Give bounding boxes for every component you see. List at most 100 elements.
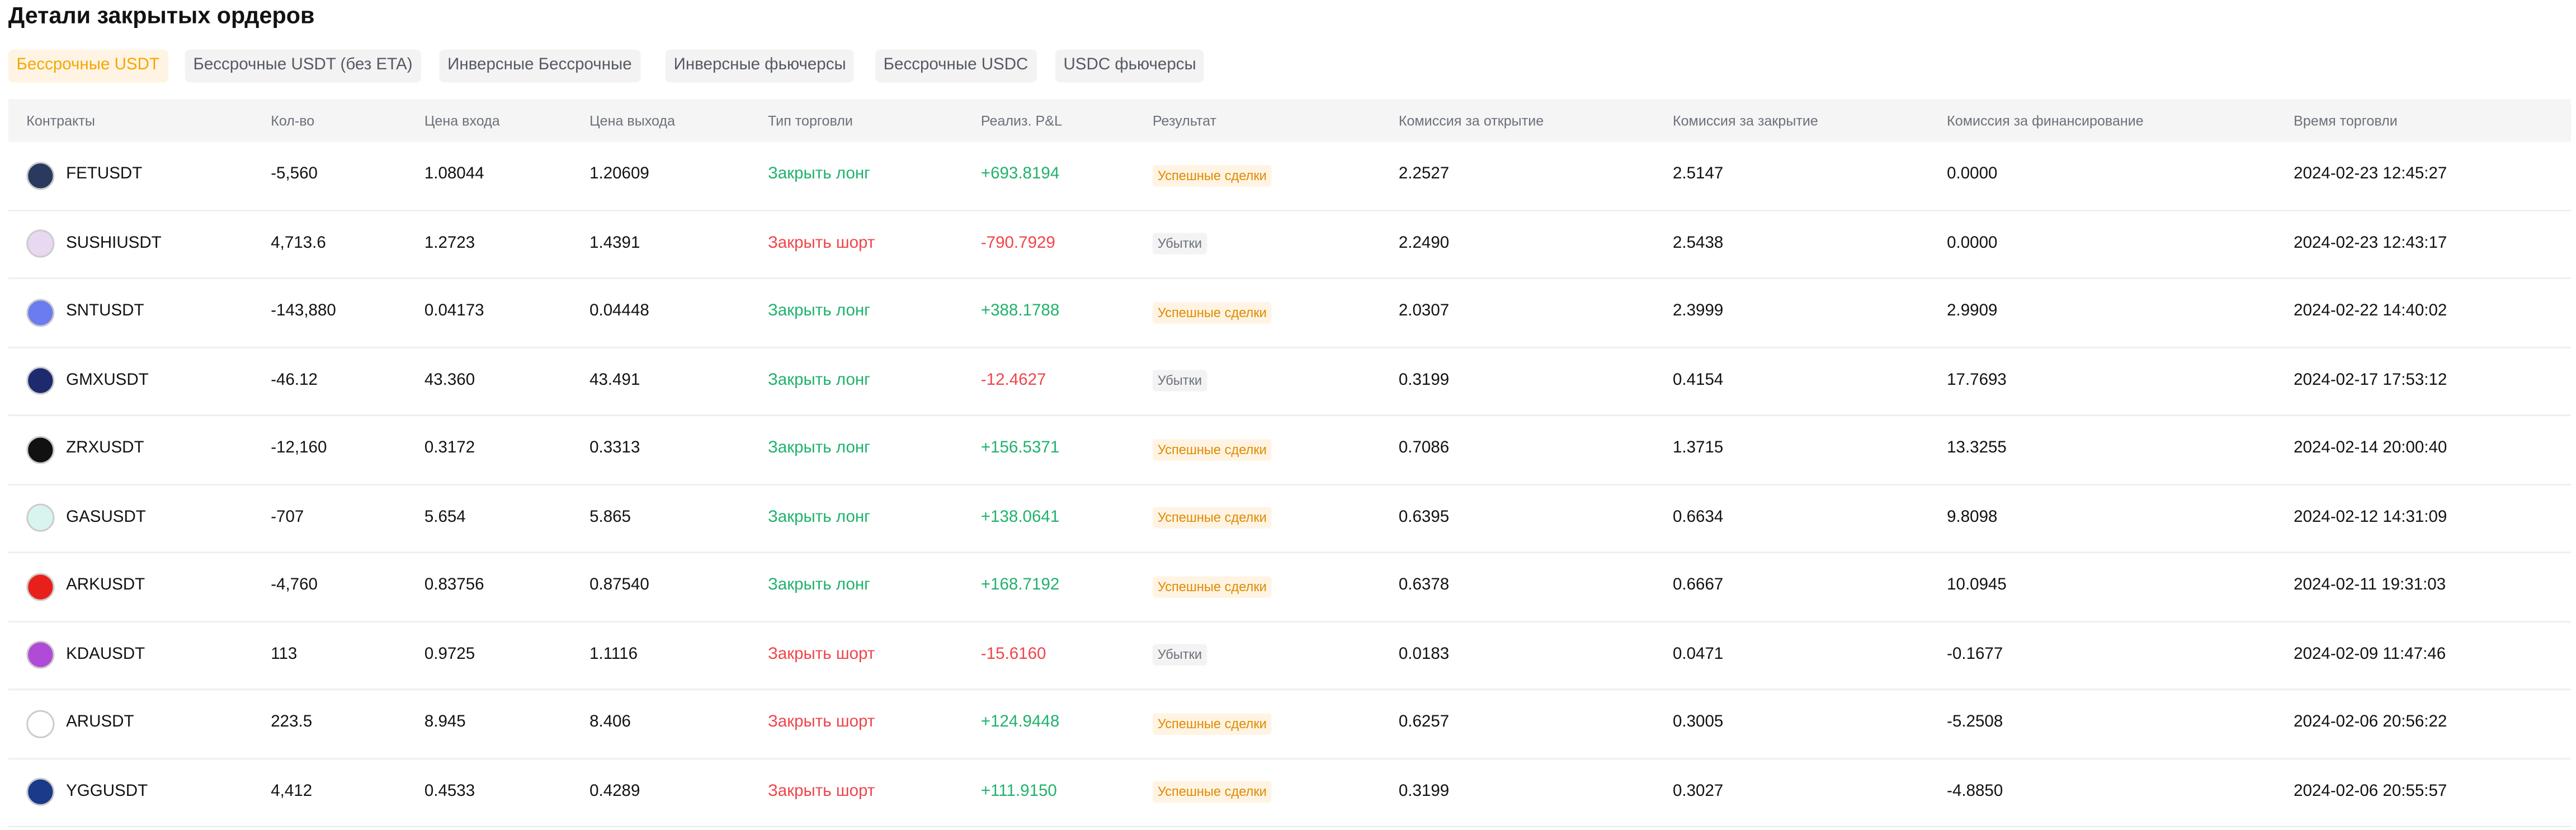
cell: 0.83756	[424, 576, 484, 595]
cell: 2.0307	[1398, 302, 1450, 320]
cell: 0.3313	[589, 439, 640, 458]
cell: 8.406	[589, 713, 631, 732]
cell: 1.2723	[424, 233, 475, 252]
cell: -5,560	[271, 165, 318, 183]
coin-icon	[26, 777, 55, 806]
contract-name: GMXUSDT	[66, 370, 149, 389]
cell: 0.4154	[1672, 370, 1724, 389]
cell: 10.0945	[1947, 576, 2007, 595]
contract-name: FETUSDT	[66, 165, 143, 183]
tab[interactable]: Бессрочные USDT (без ETA)	[185, 49, 421, 83]
cell: 0.6378	[1398, 576, 1450, 595]
result-badge: Успешные сделки	[1152, 438, 1272, 460]
cell: +156.5371	[980, 439, 1060, 458]
column-header: Результат	[1152, 112, 1217, 129]
row-divider	[8, 483, 2572, 485]
tab[interactable]: USDC фьючерсы	[1055, 49, 1205, 83]
cell: 2024-02-23 12:43:17	[2294, 233, 2447, 252]
result-badge: Успешные сделки	[1152, 781, 1272, 803]
cell: 2024-02-23 12:45:27	[2294, 165, 2447, 183]
cell: -0.1677	[1947, 644, 2003, 663]
column-header: Комиссия за финансирование	[1947, 112, 2144, 129]
cell: 0.6667	[1672, 576, 1724, 595]
cell: -790.7929	[980, 233, 1055, 252]
cell: 0.0471	[1672, 644, 1724, 663]
cell: +124.9448	[980, 713, 1060, 732]
result-badge: Успешные сделки	[1152, 575, 1272, 597]
cell: -15.6160	[980, 644, 1046, 663]
tab[interactable]: Инверсные Бессрочные	[439, 49, 640, 83]
cell: +168.7192	[980, 576, 1060, 595]
cell: -143,880	[271, 302, 336, 320]
cell: +138.0641	[980, 507, 1060, 526]
cell: Закрыть лонг	[767, 370, 870, 389]
cell: 0.87540	[589, 576, 649, 595]
coin-icon	[26, 298, 55, 327]
cell: 2.3999	[1672, 302, 1724, 320]
cell: 0.3027	[1672, 782, 1724, 800]
cell: 0.3199	[1398, 782, 1450, 800]
row-divider	[8, 551, 2572, 554]
title: Детали закрытых ордеров	[8, 1, 315, 29]
contract-name: SUSHIUSDT	[66, 233, 162, 252]
cell: 1.08044	[424, 165, 484, 183]
cell: 2.5438	[1672, 233, 1724, 252]
result-badge: Убытки	[1152, 370, 1207, 392]
contract-name: SNTUSDT	[66, 302, 144, 320]
cell: 13.3255	[1947, 439, 2007, 458]
row-divider	[8, 277, 2572, 280]
row-divider	[8, 414, 2572, 417]
tab[interactable]: Бессрочные USDC	[875, 49, 1037, 83]
contract-name: ZRXUSDT	[66, 439, 144, 458]
result-badge: Убытки	[1152, 233, 1207, 254]
row-divider	[8, 688, 2572, 691]
cell: -12.4627	[980, 370, 1046, 389]
column-header: Комиссия за открытие	[1398, 112, 1544, 129]
cell: 4,412	[271, 782, 313, 800]
column-header: Реализ. P&L	[980, 112, 1062, 129]
cell: 5.865	[589, 507, 631, 526]
cell: Закрыть шорт	[767, 782, 875, 800]
tab[interactable]: Бессрочные USDT	[8, 49, 168, 83]
coin-icon	[26, 709, 55, 738]
coin-icon	[26, 435, 55, 464]
cell: 17.7693	[1947, 370, 2007, 389]
cell: 4,713.6	[271, 233, 326, 252]
row-divider	[8, 757, 2572, 760]
contract-name: YGGUSDT	[66, 782, 148, 800]
cell: +388.1788	[980, 302, 1060, 320]
column-header: Тип торговли	[767, 112, 853, 129]
cell: 2.2490	[1398, 233, 1450, 252]
result-badge: Убытки	[1152, 644, 1207, 666]
cell: 2024-02-22 14:40:02	[2294, 302, 2447, 320]
contract-name: ARKUSDT	[66, 576, 145, 595]
cell: 43.360	[424, 370, 475, 389]
cell: 5.654	[424, 507, 466, 526]
cell: 2024-02-14 20:00:40	[2294, 439, 2447, 458]
cell: 1.1116	[589, 644, 638, 663]
column-header: Кол-во	[271, 112, 315, 129]
row-divider	[8, 826, 2572, 828]
tab[interactable]: Инверсные фьючерсы	[665, 49, 855, 83]
cell: Закрыть шорт	[767, 233, 875, 252]
row-divider	[8, 346, 2572, 348]
cell: 8.945	[424, 713, 466, 732]
cell: 0.6395	[1398, 507, 1450, 526]
cell: 0.7086	[1398, 439, 1450, 458]
cell: Закрыть шорт	[767, 644, 875, 663]
cell: -4.8850	[1947, 782, 2003, 800]
cell: 1.3715	[1672, 439, 1724, 458]
cell: 2024-02-06 20:56:22	[2294, 713, 2447, 732]
cell: -707	[271, 507, 304, 526]
row-divider	[8, 209, 2572, 211]
contract-name: GASUSDT	[66, 507, 146, 526]
result-badge: Успешные сделки	[1152, 164, 1272, 186]
cell: 0.3199	[1398, 370, 1450, 389]
column-header: Время торговли	[2294, 112, 2398, 129]
cell: 0.9725	[424, 644, 475, 663]
cell: -12,160	[271, 439, 327, 458]
column-header: Контракты	[26, 112, 95, 129]
coin-icon	[26, 366, 55, 395]
